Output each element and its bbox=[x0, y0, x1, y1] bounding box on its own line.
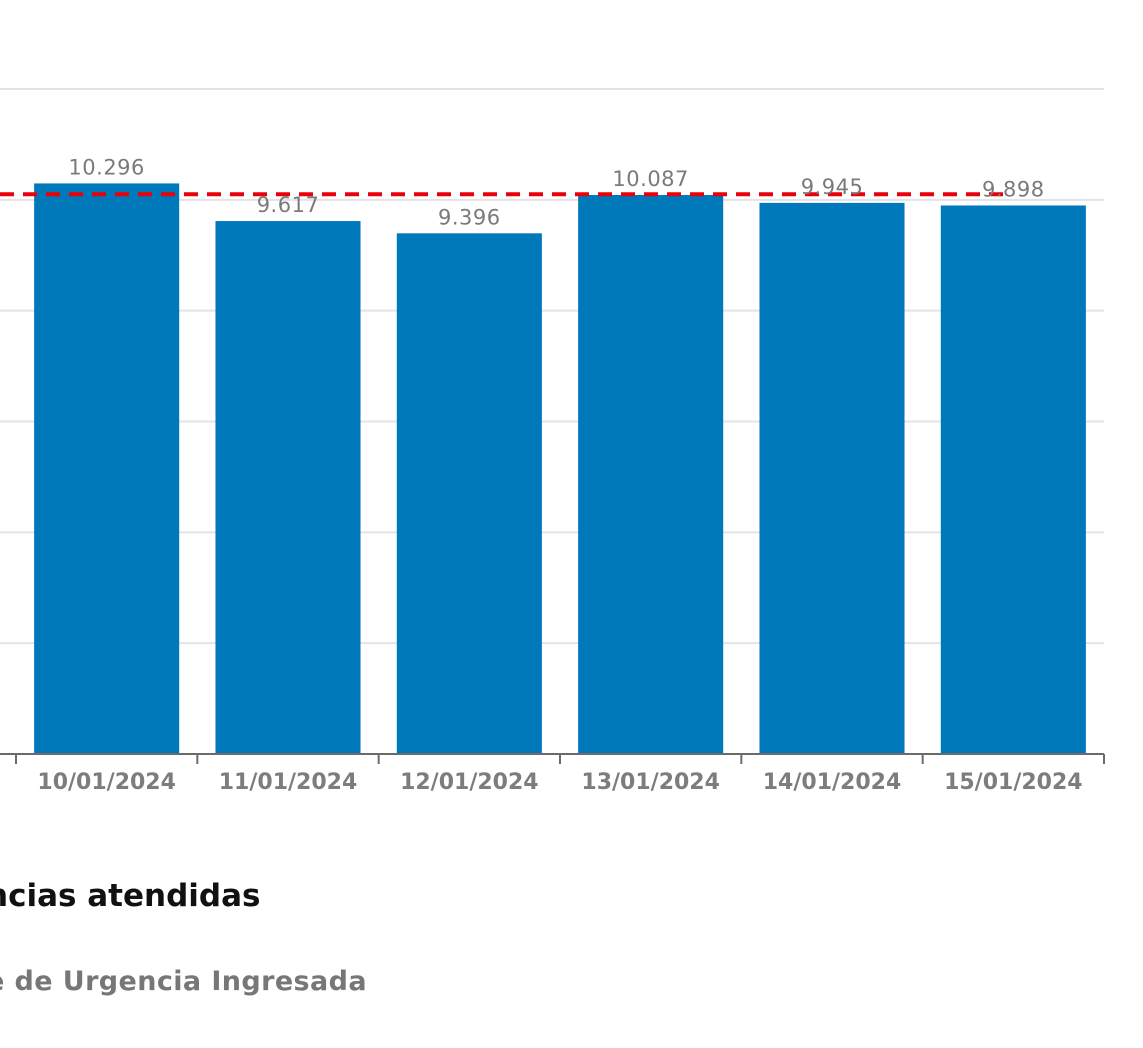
x-tick-label: 10/01/2024 bbox=[37, 770, 176, 795]
bar bbox=[396, 233, 542, 754]
bar bbox=[578, 195, 724, 754]
x-axis: 10/01/2024 11/01/2024 12/01/2024 13/01/2024… bbox=[0, 753, 1105, 795]
legend-title: ncias atendidas bbox=[0, 878, 261, 914]
bar bbox=[940, 205, 1086, 754]
bar-chart: 10.296 9.617 9.396 10.087 9.945 9.898 10/01/2… bbox=[0, 88, 1105, 795]
bar bbox=[34, 183, 180, 754]
value-label: 9.898 bbox=[982, 177, 1045, 201]
x-tick-label: 11/01/2024 bbox=[219, 770, 358, 795]
bars-group bbox=[34, 183, 1086, 755]
bar bbox=[759, 202, 905, 755]
value-label: 9.617 bbox=[257, 193, 320, 217]
legend-subtitle: e de Urgencia Ingresada bbox=[0, 966, 367, 997]
x-tick-label: 14/01/2024 bbox=[763, 770, 902, 795]
x-tick-label: 15/01/2024 bbox=[944, 770, 1083, 795]
x-tick-label: 12/01/2024 bbox=[400, 770, 539, 795]
grid-lines bbox=[0, 88, 1104, 645]
x-tick-label: 13/01/2024 bbox=[581, 770, 720, 795]
value-label: 9.945 bbox=[801, 175, 864, 199]
value-label: 10.296 bbox=[68, 155, 144, 179]
value-labels-group: 10.296 9.617 9.396 10.087 9.945 9.898 bbox=[68, 155, 1044, 229]
value-label: 9.396 bbox=[438, 205, 501, 229]
value-label: 10.087 bbox=[612, 167, 688, 191]
bar bbox=[215, 221, 361, 754]
